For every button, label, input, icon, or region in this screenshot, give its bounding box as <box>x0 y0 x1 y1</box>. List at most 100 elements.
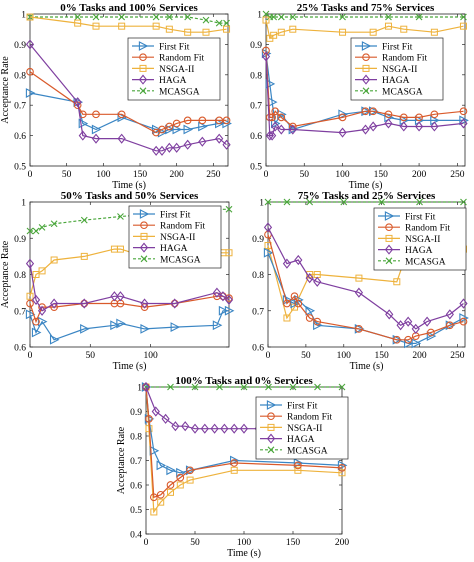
mcasga-point <box>38 223 46 231</box>
first-fit-point <box>212 320 223 331</box>
random-fit-line <box>267 234 464 341</box>
mcasga-point <box>26 227 34 235</box>
first-fit-point <box>172 124 183 135</box>
first-fit-point <box>166 465 176 476</box>
panel-4: 0 50 100 150 200 250 0.6 0.7 0.8 0.9 1 75% Tasks an… <box>252 190 469 372</box>
y-tick-label: 0.6 <box>14 344 26 354</box>
first-fit-point <box>224 305 235 316</box>
legend-label: HAGA <box>405 246 433 256</box>
mcasga-point <box>165 13 173 21</box>
legend-marker <box>266 433 276 444</box>
mcasga-point <box>184 13 192 21</box>
nsga-ii-point <box>184 28 192 36</box>
random-fit-line <box>145 386 343 499</box>
random-fit-line <box>29 71 227 134</box>
random-fit-point <box>186 466 194 475</box>
nsga-ii-point <box>230 466 238 474</box>
first-fit-point <box>25 88 36 98</box>
haga-point <box>161 413 170 424</box>
nsga-ii-point <box>26 13 34 21</box>
mcasga-point <box>264 198 272 206</box>
nsga-ii-point <box>157 498 165 506</box>
legend-marker <box>267 412 275 421</box>
y-tick-label: 0.8 <box>14 71 26 81</box>
series-mcasga <box>142 383 346 391</box>
haga-point <box>268 130 277 141</box>
legend-marker <box>266 400 277 410</box>
random-fit-point <box>145 415 153 423</box>
random-fit-point <box>215 116 224 125</box>
haga-point <box>171 421 180 432</box>
random-fit-point <box>158 125 166 134</box>
haga-point <box>157 145 167 156</box>
legend-marker <box>138 74 148 85</box>
legend-label: MCASGA <box>382 87 423 97</box>
series-haga <box>261 51 468 141</box>
first-fit-point <box>117 112 128 123</box>
legend-label: MCASGA <box>287 446 328 456</box>
mcasga-point <box>202 16 210 24</box>
legend-label: NSGA-II <box>405 235 440 245</box>
mcasga-line <box>30 16 227 24</box>
random-fit-point <box>166 481 175 489</box>
nsga-ii-point <box>176 481 184 489</box>
random-fit-point <box>117 110 126 119</box>
haga-point <box>294 254 303 266</box>
x-tick-label: 50 <box>62 170 72 180</box>
mcasga-point <box>117 213 124 220</box>
mcasga-point <box>289 383 297 391</box>
nsga-ii-point <box>289 25 297 33</box>
haga-point <box>224 294 234 305</box>
first-fit-point <box>222 118 232 129</box>
mcasga-point <box>74 13 82 21</box>
nsga-ii-point <box>339 28 347 36</box>
x-tick-label: 100 <box>337 351 352 361</box>
legend-label: NSGA-II <box>160 233 195 243</box>
random-fit-point <box>384 110 393 119</box>
legend-marker <box>138 41 149 51</box>
first-fit-point <box>198 121 208 132</box>
x-tick-label: 100 <box>237 538 252 548</box>
x-tick-label: 50 <box>190 538 200 548</box>
random-fit-point <box>222 116 231 125</box>
haga-point <box>271 121 280 132</box>
first-fit-point <box>80 323 90 334</box>
nsga-ii-point <box>294 466 302 474</box>
nsga-ii-point <box>400 25 408 33</box>
haga-point <box>230 423 239 434</box>
first-fit-point <box>215 118 225 129</box>
first-fit-point <box>78 118 89 129</box>
haga-point <box>361 124 370 135</box>
random-fit-point <box>459 107 468 116</box>
haga-point <box>414 121 424 132</box>
legend-label: Random Fit <box>287 413 332 423</box>
nsga-ii-point <box>116 245 124 253</box>
mcasga-point <box>240 383 248 391</box>
haga-point <box>313 276 322 287</box>
mcasga-point <box>191 383 199 391</box>
legend-marker <box>362 64 370 72</box>
haga-point <box>338 127 347 138</box>
mcasga-point <box>225 205 233 213</box>
x-tick-label: 150 <box>375 351 390 361</box>
x-tick-label: 250 <box>206 170 221 180</box>
haga-point <box>140 298 149 309</box>
mcasga-point <box>416 198 423 206</box>
mcasga-point <box>223 19 230 27</box>
y-tick-label: 1 <box>21 11 26 21</box>
haga-point <box>25 39 35 50</box>
first-fit-line <box>265 53 464 131</box>
random-fit-point <box>26 67 34 76</box>
random-fit-point <box>176 473 185 482</box>
mcasga-point <box>167 383 174 391</box>
x-axis-label: Time (s) <box>349 180 383 191</box>
haga-point <box>239 423 249 434</box>
legend-label: MCASGA <box>160 255 201 265</box>
first-fit-point <box>411 338 422 349</box>
first-fit-point <box>305 305 316 316</box>
mcasga-point <box>378 198 386 206</box>
y-tick-label: 0.8 <box>252 271 264 281</box>
first-fit-point <box>140 323 150 334</box>
legend-marker <box>385 223 393 232</box>
